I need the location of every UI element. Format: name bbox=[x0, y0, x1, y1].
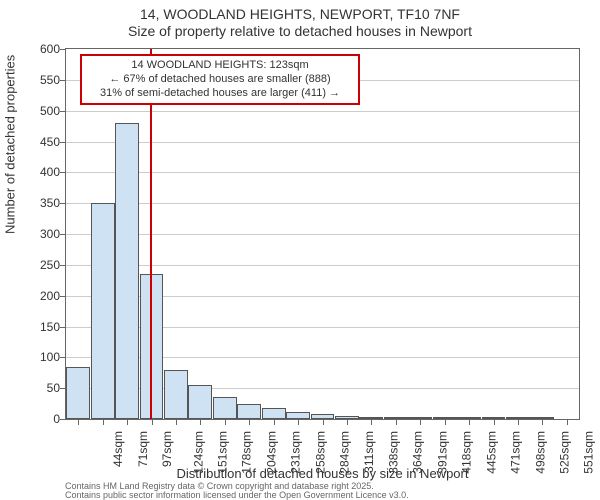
gridline bbox=[66, 203, 579, 204]
y-tick-mark bbox=[60, 388, 65, 389]
y-tick-label: 300 bbox=[10, 227, 60, 241]
footer-attribution: Contains HM Land Registry data © Crown c… bbox=[65, 482, 409, 500]
x-tick-mark bbox=[567, 420, 568, 425]
histogram-bar bbox=[66, 367, 90, 419]
y-tick-mark bbox=[60, 419, 65, 420]
x-tick-mark bbox=[274, 420, 275, 425]
chart-title: 14, WOODLAND HEIGHTS, NEWPORT, TF10 7NF … bbox=[0, 6, 600, 40]
histogram-bar bbox=[359, 417, 383, 419]
x-tick-mark bbox=[176, 420, 177, 425]
x-tick-mark bbox=[469, 420, 470, 425]
histogram-bar bbox=[335, 416, 359, 419]
x-tick-mark bbox=[323, 420, 324, 425]
y-tick-label: 450 bbox=[10, 135, 60, 149]
x-tick-mark bbox=[103, 420, 104, 425]
y-tick-mark bbox=[60, 80, 65, 81]
x-tick-mark bbox=[494, 420, 495, 425]
annotation-line: 31% of semi-detached houses are larger (… bbox=[88, 87, 352, 101]
y-tick-mark bbox=[60, 265, 65, 266]
x-tick-label: 551sqm bbox=[582, 431, 596, 474]
y-tick-mark bbox=[60, 111, 65, 112]
annotation-line: ← 67% of detached houses are smaller (88… bbox=[88, 73, 352, 87]
annotation-box: 14 WOODLAND HEIGHTS: 123sqm← 67% of deta… bbox=[80, 54, 360, 105]
x-tick-mark bbox=[518, 420, 519, 425]
histogram-bar bbox=[286, 412, 310, 419]
title-line-2: Size of property relative to detached ho… bbox=[0, 23, 600, 40]
y-tick-mark bbox=[60, 357, 65, 358]
y-tick-mark bbox=[60, 49, 65, 50]
y-tick-mark bbox=[60, 142, 65, 143]
footer-line-2: Contains public sector information licen… bbox=[65, 491, 409, 500]
x-tick-mark bbox=[249, 420, 250, 425]
x-tick-mark bbox=[420, 420, 421, 425]
gridline bbox=[66, 142, 579, 143]
x-tick-label: 71sqm bbox=[136, 431, 150, 467]
y-tick-label: 50 bbox=[10, 381, 60, 395]
y-tick-label: 100 bbox=[10, 350, 60, 364]
y-tick-label: 500 bbox=[10, 104, 60, 118]
x-tick-mark bbox=[127, 420, 128, 425]
y-tick-mark bbox=[60, 172, 65, 173]
histogram-bar bbox=[115, 123, 139, 419]
x-tick-mark bbox=[371, 420, 372, 425]
y-tick-label: 250 bbox=[10, 258, 60, 272]
histogram-bar bbox=[530, 417, 554, 419]
plot-area: 14 WOODLAND HEIGHTS: 123sqm← 67% of deta… bbox=[65, 48, 580, 420]
gridline bbox=[66, 265, 579, 266]
x-tick-mark bbox=[542, 420, 543, 425]
x-tick-mark bbox=[347, 420, 348, 425]
gridline bbox=[66, 111, 579, 112]
x-tick-mark bbox=[225, 420, 226, 425]
x-tick-mark bbox=[396, 420, 397, 425]
histogram-bar bbox=[262, 408, 286, 419]
histogram-bar bbox=[164, 370, 188, 419]
y-tick-label: 350 bbox=[10, 196, 60, 210]
x-tick-mark bbox=[152, 420, 153, 425]
histogram-bar bbox=[237, 404, 261, 419]
histogram-bar bbox=[91, 203, 115, 419]
y-tick-label: 400 bbox=[10, 165, 60, 179]
annotation-line: 14 WOODLAND HEIGHTS: 123sqm bbox=[88, 59, 352, 73]
y-tick-mark bbox=[60, 327, 65, 328]
histogram-bar bbox=[384, 417, 408, 419]
histogram-bar bbox=[457, 417, 481, 419]
chart-container: 14, WOODLAND HEIGHTS, NEWPORT, TF10 7NF … bbox=[0, 0, 600, 500]
gridline bbox=[66, 234, 579, 235]
histogram-bar bbox=[433, 417, 457, 419]
histogram-bar bbox=[188, 385, 212, 419]
y-tick-mark bbox=[60, 234, 65, 235]
y-tick-label: 200 bbox=[10, 289, 60, 303]
x-tick-label: 44sqm bbox=[111, 431, 125, 467]
title-line-1: 14, WOODLAND HEIGHTS, NEWPORT, TF10 7NF bbox=[0, 6, 600, 23]
y-tick-mark bbox=[60, 296, 65, 297]
y-tick-label: 550 bbox=[10, 73, 60, 87]
x-tick-label: 97sqm bbox=[160, 431, 174, 467]
y-tick-label: 600 bbox=[10, 42, 60, 56]
histogram-bar bbox=[482, 417, 506, 419]
gridline bbox=[66, 172, 579, 173]
x-tick-mark bbox=[445, 420, 446, 425]
x-tick-mark bbox=[298, 420, 299, 425]
histogram-bar bbox=[311, 414, 335, 419]
y-tick-mark bbox=[60, 203, 65, 204]
histogram-bar bbox=[506, 417, 530, 419]
histogram-bar bbox=[408, 417, 432, 419]
x-tick-mark bbox=[200, 420, 201, 425]
x-axis-title: Distribution of detached houses by size … bbox=[65, 466, 580, 481]
histogram-bar bbox=[213, 397, 237, 419]
x-tick-mark bbox=[78, 420, 79, 425]
y-tick-label: 150 bbox=[10, 320, 60, 334]
y-tick-label: 0 bbox=[10, 412, 60, 426]
